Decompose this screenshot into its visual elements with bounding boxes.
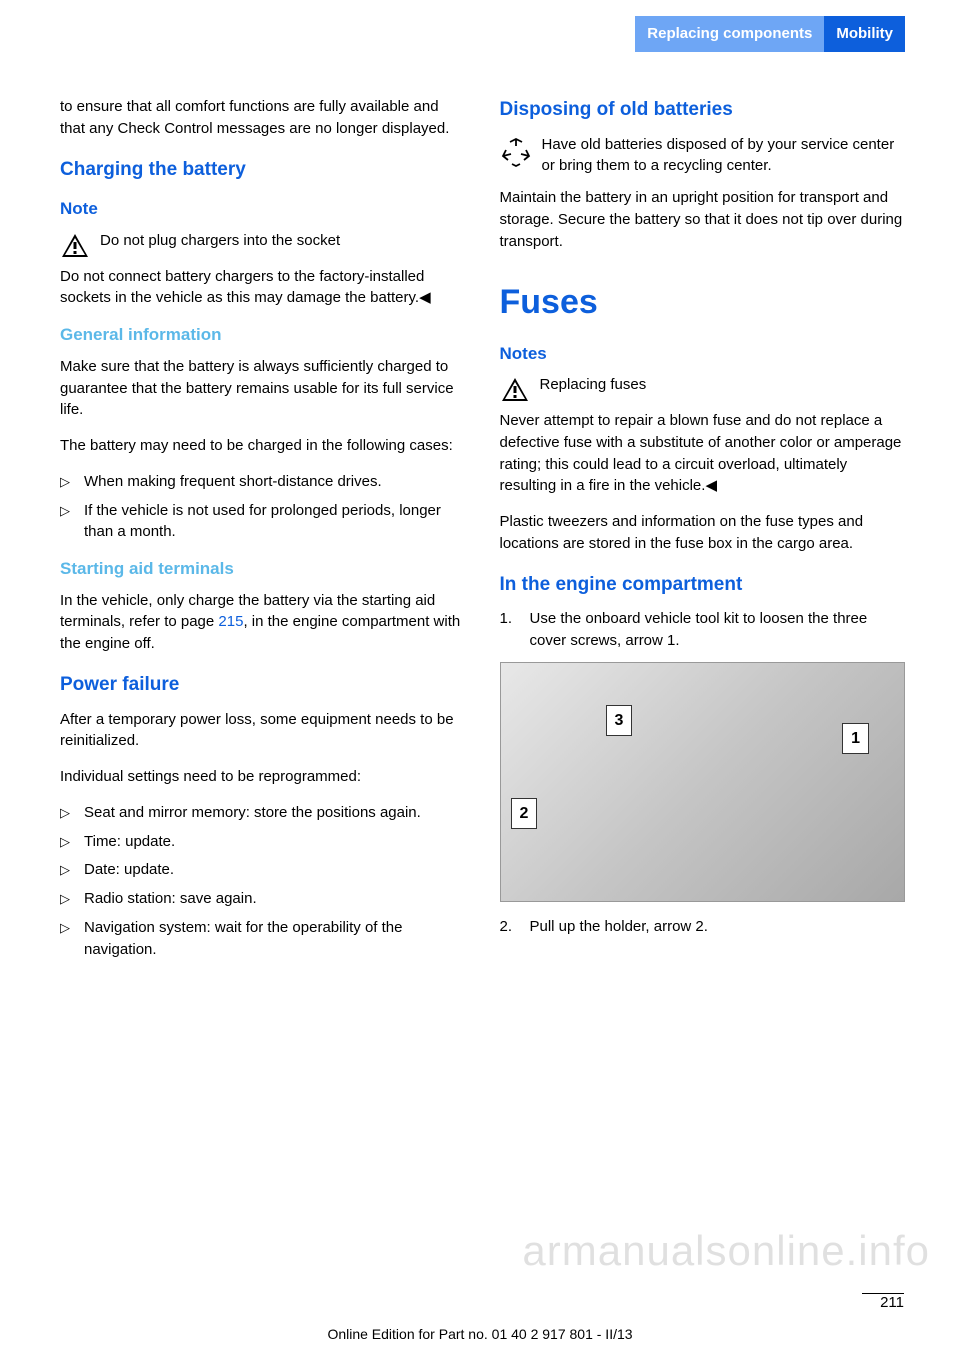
dispose-p2: Maintain the battery in an upright posit…	[500, 187, 906, 252]
right-column: Disposing of old batteries Have old batt…	[500, 96, 906, 1302]
heading-engine-compartment: In the engine compartment	[500, 571, 906, 599]
bullet-icon: ▷	[60, 888, 72, 910]
list-item: ▷ Seat and mirror memory: store the posi…	[60, 802, 466, 824]
note-line-1: Do not plug chargers into the socket	[100, 230, 466, 252]
heading-notes: Notes	[500, 342, 906, 367]
starting-paragraph: In the vehicle, only charge the battery …	[60, 590, 466, 655]
step-number: 1.	[500, 608, 518, 652]
list-item: ▷ When making frequent short-distance dr…	[60, 471, 466, 493]
fuses-note-line1: Replacing fuses	[540, 374, 906, 396]
bullet-icon: ▷	[60, 802, 72, 824]
warning-note-block: Do not plug chargers into the socket	[60, 230, 466, 260]
bullet-icon: ▷	[60, 859, 72, 881]
figure-label-3: 3	[606, 705, 633, 736]
list-item: ▷ Radio station: save again.	[60, 888, 466, 910]
bullet-icon: ▷	[60, 500, 72, 544]
list-item: ▷ Navigation system: wait for the operab…	[60, 917, 466, 961]
general-p1: Make sure that the battery is always suf…	[60, 356, 466, 421]
left-column: to ensure that all comfort functions are…	[60, 96, 466, 1302]
breadcrumb-section: Replacing components	[635, 16, 824, 52]
list-text: Navigation system: wait for the operabil…	[84, 917, 466, 961]
heading-note: Note	[60, 197, 466, 222]
numbered-step: 2. Pull up the holder, arrow 2.	[500, 916, 906, 938]
header-tabs: Replacing components Mobility	[635, 16, 905, 52]
notes-line-1: Replacing fuses	[540, 374, 906, 396]
list-item: ▷ Date: update.	[60, 859, 466, 881]
breadcrumb-chapter: Mobility	[824, 16, 905, 52]
numbered-step: 1. Use the onboard vehicle tool kit to l…	[500, 608, 906, 652]
engine-compartment-figure: 1 2 3	[500, 662, 906, 902]
warning-triangle-icon	[500, 376, 530, 404]
notes-p2: Plastic tweezers and information on the …	[500, 511, 906, 555]
list-item: ▷ Time: update.	[60, 831, 466, 853]
step-text: Use the onboard vehicle tool kit to loos…	[530, 608, 906, 652]
list-text: When making frequent short-distance driv…	[84, 471, 466, 493]
warning-fuses-block: Replacing fuses	[500, 374, 906, 404]
warning-triangle-icon	[60, 232, 90, 260]
note-line-2: Do not connect battery chargers to the f…	[60, 266, 466, 310]
list-text: Seat and mirror memory: store the positi…	[84, 802, 466, 824]
list-text: Date: update.	[84, 859, 466, 881]
heading-disposing: Disposing of old batteries	[500, 96, 906, 124]
step-text: Pull up the holder, arrow 2.	[530, 916, 906, 938]
heading-general-info: General information	[60, 323, 466, 348]
general-list: ▷ When making frequent short-distance dr…	[60, 471, 466, 543]
heading-starting-terminals: Starting aid terminals	[60, 557, 466, 582]
recycle-block: Have old batteries disposed of by your s…	[500, 134, 906, 178]
general-p2: The battery may need to be charged in th…	[60, 435, 466, 457]
page-reference-link[interactable]: 215	[218, 613, 243, 630]
power-list: ▷ Seat and mirror memory: store the posi…	[60, 802, 466, 961]
dispose-p1: Have old batteries disposed of by your s…	[542, 134, 906, 178]
heading-fuses: Fuses	[500, 278, 906, 327]
bullet-icon: ▷	[60, 831, 72, 853]
figure-label-2: 2	[511, 798, 538, 829]
power-p2: Individual settings need to be reprogram…	[60, 766, 466, 788]
figure-label-1: 1	[842, 723, 869, 754]
list-text: Radio station: save again.	[84, 888, 466, 910]
intro-paragraph: to ensure that all comfort functions are…	[60, 96, 466, 140]
recycle-icon	[500, 136, 532, 168]
bullet-icon: ▷	[60, 471, 72, 493]
footer-edition: Online Edition for Part no. 01 40 2 917 …	[0, 1324, 960, 1344]
warning-first-line: Do not plug chargers into the socket	[100, 230, 466, 252]
power-p1: After a temporary power loss, some equip…	[60, 709, 466, 753]
list-text: Time: update.	[84, 831, 466, 853]
list-item: ▷ If the vehicle is not used for prolong…	[60, 500, 466, 544]
step-number: 2.	[500, 916, 518, 938]
notes-line-2: Never attempt to repair a blown fuse and…	[500, 410, 906, 497]
heading-charging-battery: Charging the battery	[60, 156, 466, 184]
heading-power-failure: Power failure	[60, 671, 466, 699]
list-text: If the vehicle is not used for prolonged…	[84, 500, 466, 544]
page-content: to ensure that all comfort functions are…	[60, 96, 905, 1302]
bullet-icon: ▷	[60, 917, 72, 961]
